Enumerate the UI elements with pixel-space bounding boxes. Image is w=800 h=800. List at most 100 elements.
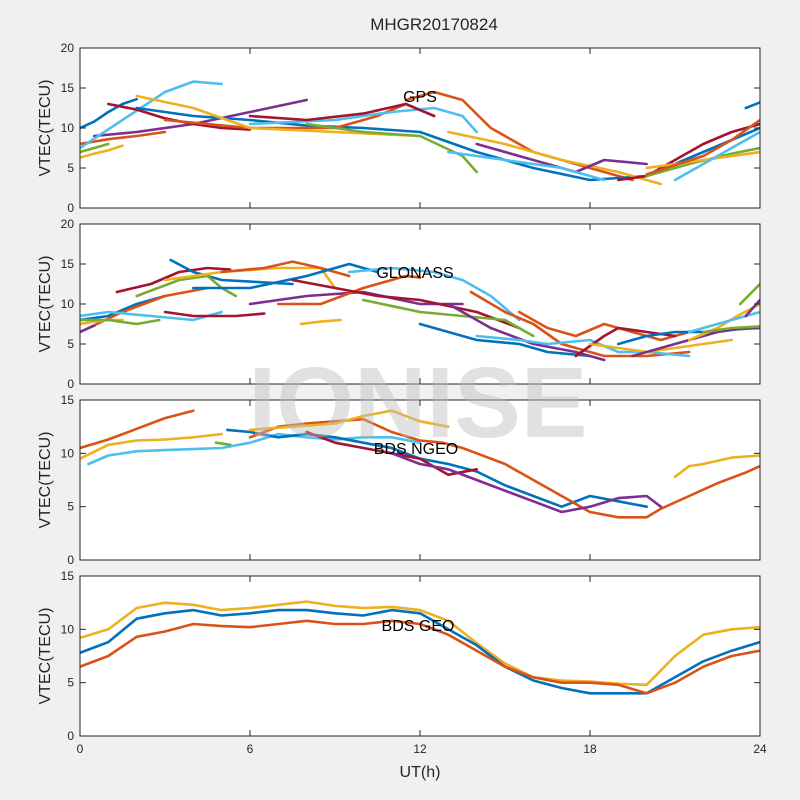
chart-panel-1: 0 5 10 15 20 VTEC(TECU) GPS <box>37 41 761 215</box>
series-line-4 <box>80 324 96 334</box>
series-line-7 <box>248 409 450 432</box>
y-tick-label: 10 <box>61 446 75 460</box>
series-line-12 <box>248 102 436 122</box>
y-axis-label: VTEC(TECU) <box>37 80 54 177</box>
series-line-3 <box>80 144 124 159</box>
y-axis-label: VTEC(TECU) <box>37 608 54 705</box>
y-tick-label: 5 <box>67 500 74 514</box>
series-line-1 <box>80 600 760 687</box>
y-tick-label: 0 <box>67 729 74 743</box>
series-line-15 <box>276 274 422 306</box>
y-axis-label: VTEC(TECU) <box>37 256 54 353</box>
axes-frame <box>79 399 761 561</box>
series-line-13 <box>305 122 479 174</box>
axes-frame <box>79 575 761 737</box>
panel-label: GLONASS <box>376 265 453 282</box>
x-tick-label: 24 <box>753 742 767 756</box>
series-line-9 <box>390 451 663 514</box>
y-tick-label: 0 <box>67 377 74 391</box>
series-line-11 <box>248 106 479 134</box>
y-tick-label: 15 <box>61 393 75 407</box>
series-line-1 <box>80 97 138 130</box>
series-line-10 <box>135 94 422 138</box>
y-tick-label: 0 <box>67 201 74 215</box>
x-axis-label: UT(h) <box>400 764 441 781</box>
figure-title: MHGR20170824 <box>370 15 498 34</box>
y-tick-label: 15 <box>61 569 75 583</box>
series-line-10 <box>673 454 760 479</box>
series-line-2 <box>80 130 167 146</box>
plot-area <box>80 400 760 560</box>
series-line-23 <box>744 101 760 110</box>
panel-label: BDS GEO <box>382 618 455 635</box>
series-line-15 <box>361 126 760 182</box>
series-line-5 <box>80 318 161 326</box>
series-line-11 <box>163 310 266 318</box>
axes-frame <box>79 223 761 385</box>
series-line-22 <box>446 302 606 362</box>
series-line-18 <box>446 150 606 182</box>
series-group <box>80 80 760 186</box>
series-line-20 <box>418 322 592 358</box>
series-line-3 <box>87 432 422 466</box>
series-line-19 <box>361 298 535 338</box>
x-tick-label: 0 <box>77 742 84 756</box>
series-line-4 <box>214 441 232 447</box>
y-tick-label: 10 <box>61 297 75 311</box>
series-line-26 <box>588 338 734 354</box>
series-line-16 <box>446 130 663 186</box>
x-tick-label: 12 <box>413 742 427 756</box>
series-group <box>80 600 760 695</box>
series-line-7 <box>115 266 232 294</box>
series-group <box>80 258 760 362</box>
y-tick-label: 5 <box>67 676 74 690</box>
series-line-30 <box>687 310 760 334</box>
series-line-14 <box>404 90 634 182</box>
series-line-25 <box>574 326 677 358</box>
series-line-5 <box>226 428 649 509</box>
series-group <box>80 409 760 519</box>
series-line-6 <box>80 310 223 322</box>
chart-panel-4: 0 5 10 15 0 6 12 18 24 VTEC(TECU) UT(h) BDS GEO <box>37 569 767 781</box>
series-line-18 <box>347 266 521 322</box>
y-tick-label: 10 <box>61 622 75 636</box>
y-tick-label: 0 <box>67 553 74 567</box>
y-axis-label: VTEC(TECU) <box>37 432 54 529</box>
y-tick-label: 20 <box>61 217 75 231</box>
chart-panel-2: 0 5 10 15 20 VTEC(TECU) GLONASS <box>37 217 761 391</box>
plot-area <box>80 576 760 736</box>
series-line-21 <box>645 150 760 170</box>
x-tick-label: 6 <box>247 742 254 756</box>
series-line-13 <box>192 262 379 290</box>
panel-label: BDS NGEO <box>374 441 458 458</box>
series-line-2 <box>80 432 223 461</box>
y-tick-label: 5 <box>67 161 74 175</box>
series-line-31 <box>701 325 760 334</box>
series-line-17 <box>299 318 343 326</box>
series-line-33 <box>738 282 760 306</box>
series-line-3 <box>80 619 760 695</box>
y-tick-label: 15 <box>61 257 75 271</box>
series-line-16 <box>291 278 521 330</box>
series-line-6 <box>80 80 223 150</box>
series-line-10 <box>163 266 337 290</box>
series-line-9 <box>135 274 238 298</box>
series-line-5 <box>80 142 110 154</box>
panel-label: GPS <box>403 89 437 106</box>
series-line-21 <box>469 290 691 358</box>
series-line-24 <box>645 118 760 176</box>
series-line-22 <box>673 130 760 182</box>
y-tick-label: 5 <box>67 337 74 351</box>
watermark: IONISE <box>249 347 588 459</box>
series-line-24 <box>517 310 691 342</box>
y-tick-label: 15 <box>61 81 75 95</box>
x-tick-label: 18 <box>583 742 597 756</box>
chart-panel-3: 0 5 10 15 VTEC(TECU) BDS NGEO <box>37 393 761 567</box>
series-line-32 <box>744 298 760 318</box>
series-line-1 <box>80 409 195 450</box>
panels: 0 5 10 15 20 VTEC(TECU) GPS 0 5 10 15 20 VTEC(TECU) G… <box>37 41 767 781</box>
series-line-8 <box>169 258 294 286</box>
y-tick-label: 10 <box>61 121 75 135</box>
series-line-19 <box>616 122 760 182</box>
